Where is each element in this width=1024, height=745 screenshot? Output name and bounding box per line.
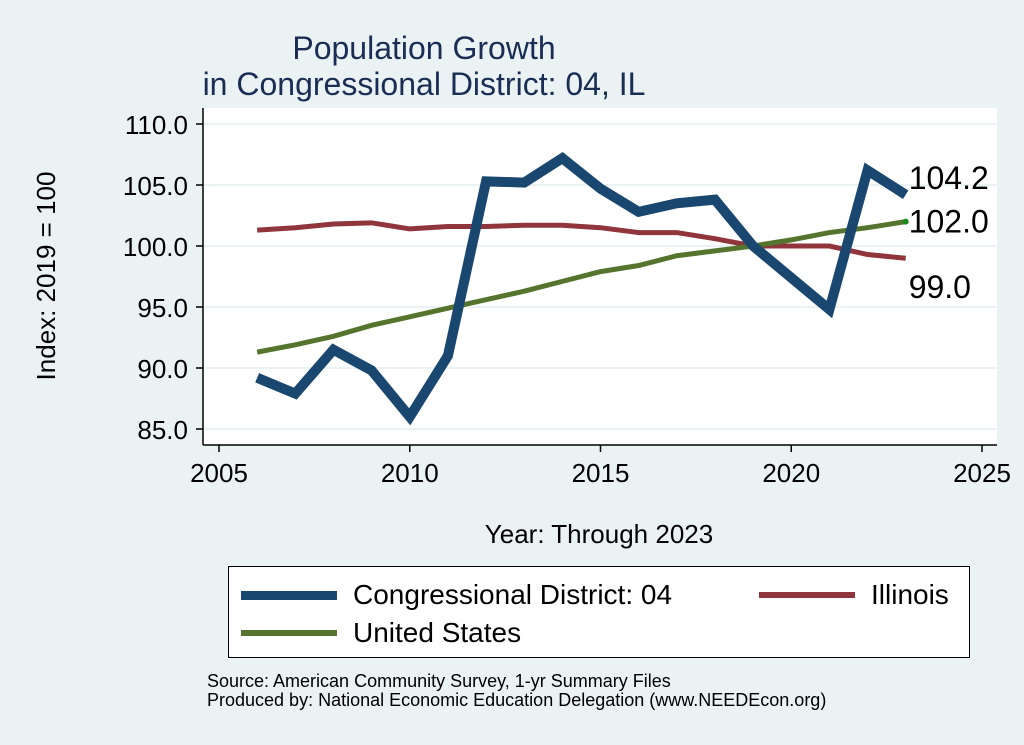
legend-label-illinois: Illinois	[871, 579, 949, 610]
legend-item-us: United States	[241, 617, 521, 649]
chart-title: Population Growth	[292, 30, 556, 66]
y-tick-label: 85.0	[137, 415, 188, 445]
y-tick-label: 95.0	[137, 293, 188, 323]
legend-swatch-illinois	[759, 592, 855, 598]
source-note: Source: American Community Survey, 1-yr …	[207, 671, 671, 691]
legend-item-district: Congressional District: 04	[241, 579, 672, 611]
x-axis-label: Year: Through 2023	[485, 519, 713, 549]
series-line-united-states	[256, 219, 907, 355]
legend-item-illinois: Illinois	[759, 579, 949, 611]
x-tick-label: 2020	[762, 458, 820, 488]
data-label: 99.0	[909, 269, 971, 305]
x-tick-label: 2025	[953, 458, 1011, 488]
chart-subtitle: in Congressional District: 04, IL	[202, 66, 646, 102]
legend-swatch-district	[241, 590, 337, 600]
legend-label-district: Congressional District: 04	[353, 579, 673, 610]
y-axis-label: Index: 2019 = 100	[31, 172, 61, 381]
x-tick-label: 2005	[190, 458, 248, 488]
x-tick-label: 2010	[381, 458, 439, 488]
y-tick-label: 110.0	[125, 110, 188, 140]
legend-label-us: United States	[353, 617, 522, 648]
produced-by-note: Produced by: National Economic Education…	[207, 690, 827, 710]
y-tick-label: 105.0	[123, 171, 188, 201]
x-tick-label: 2015	[572, 458, 630, 488]
data-label: 102.0	[909, 204, 989, 240]
series-line-illinois	[256, 220, 906, 261]
footer: Source: American Community Survey, 1-yr …	[207, 672, 826, 710]
y-tick-label: 100.0	[123, 232, 188, 262]
data-label: 104.2	[909, 160, 989, 196]
y-tick-label: 90.0	[137, 354, 188, 384]
legend-swatch-us	[241, 630, 337, 636]
plot-area	[203, 108, 997, 445]
series-line-congressional-district-04	[255, 152, 909, 426]
legend: Congressional District: 04 Illinois Unit…	[228, 566, 970, 658]
series-end-marker	[902, 218, 909, 225]
